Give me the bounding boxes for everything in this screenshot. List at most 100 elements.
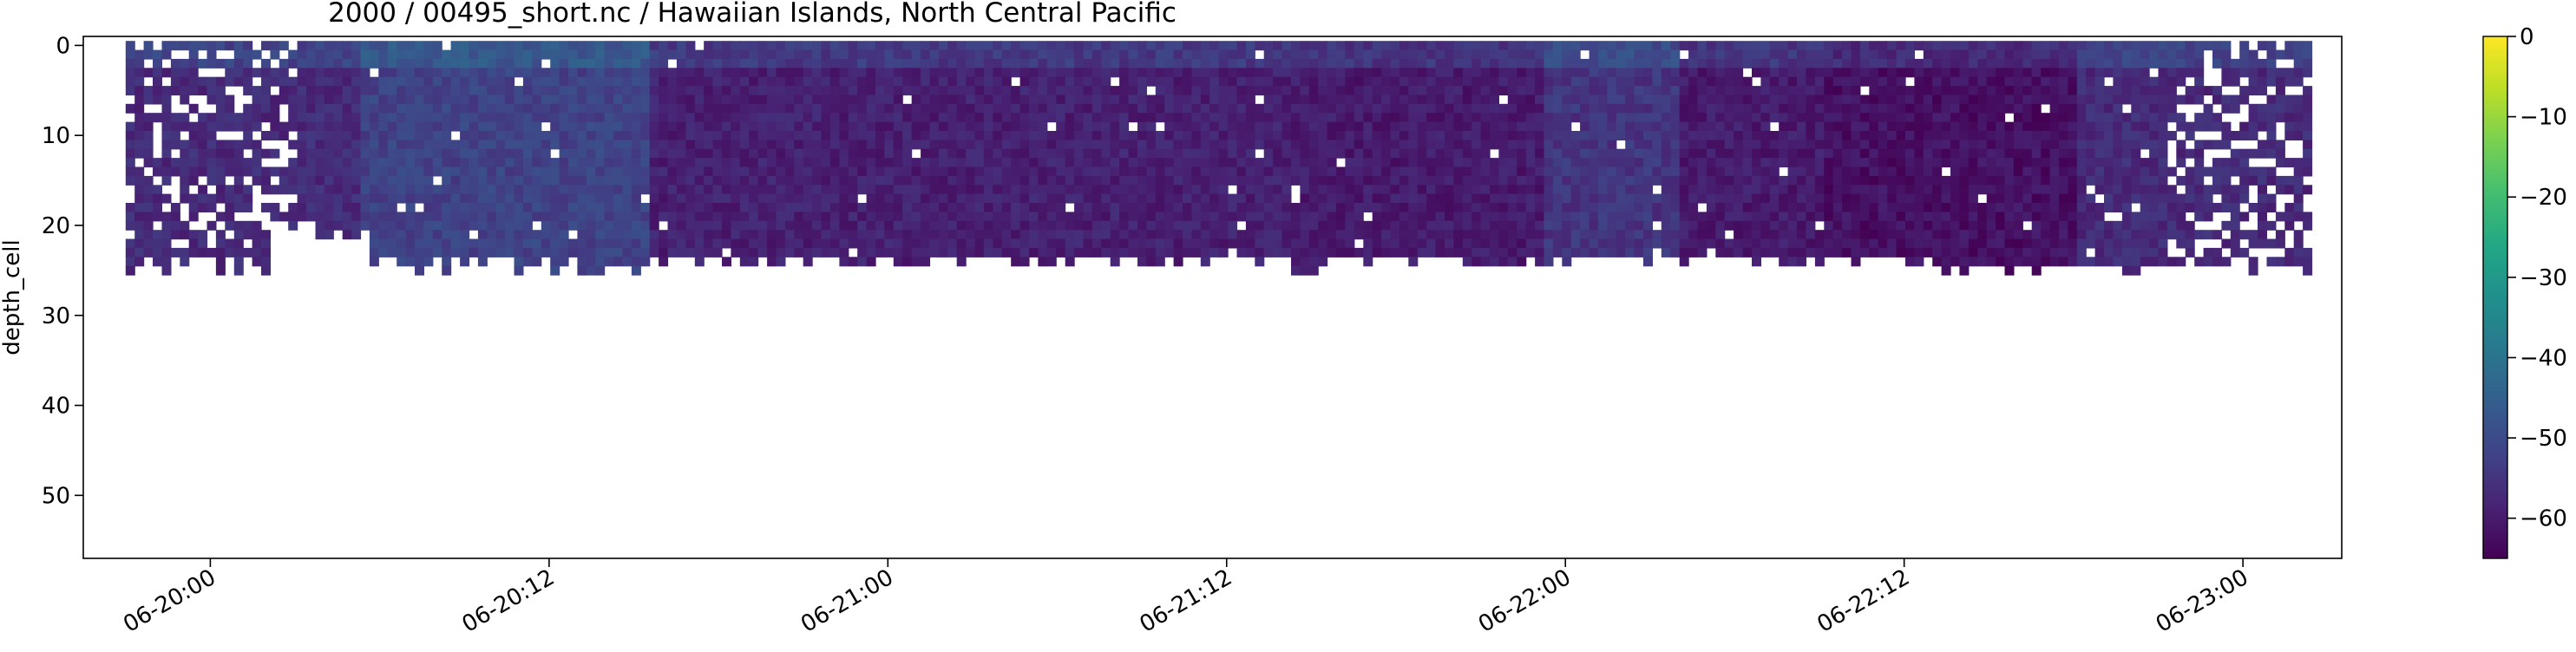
heat-cell: [1797, 113, 1806, 123]
heat-cell: [306, 185, 316, 195]
heat-cell: [324, 113, 334, 123]
heat-cell: [1390, 140, 1400, 150]
heat-cell: [1056, 95, 1066, 105]
heat-cell: [857, 230, 868, 240]
heat-cell: [1625, 212, 1635, 222]
heat-cell: [1760, 86, 1771, 96]
heat-cell: [956, 49, 967, 60]
heat-cell: [487, 166, 497, 177]
heat-cell: [1905, 121, 1915, 132]
heat-cell: [1218, 230, 1229, 240]
heat-cell: [1408, 121, 1419, 132]
heat-cell: [1263, 158, 1274, 168]
heat-cell: [1859, 166, 1870, 177]
heat-cell: [839, 140, 849, 150]
heat-cell: [1191, 230, 1202, 240]
heat-cell: [1472, 95, 1482, 105]
heat-cell: [1697, 212, 1708, 222]
heat-cell: [1552, 121, 1563, 132]
heat-cell: [712, 58, 723, 68]
heat-cell: [685, 58, 696, 68]
heat-cell: [1281, 95, 1292, 105]
heat-cell: [369, 185, 379, 195]
heat-cell: [1643, 41, 1653, 51]
heat-cell: [206, 247, 217, 258]
heat-cell: [233, 41, 244, 51]
heat-cell: [577, 41, 587, 51]
heat-cell: [1399, 220, 1409, 231]
heat-cell: [1183, 86, 1192, 96]
heat-cell: [1878, 68, 1888, 78]
heat-cell: [1580, 113, 1590, 123]
heat-cell: [712, 140, 723, 150]
heat-cell: [532, 140, 542, 150]
heat-cell: [460, 58, 470, 68]
heat-cell: [198, 193, 208, 204]
heat-cell: [902, 185, 913, 195]
heat-cell: [731, 58, 741, 68]
heat-cell: [1281, 113, 1292, 123]
heat-cell: [712, 175, 723, 186]
heat-cell: [1896, 76, 1906, 87]
heat-cell: [1598, 175, 1608, 186]
heat-cell: [848, 158, 858, 168]
heat-cell: [243, 68, 253, 78]
heat-cell: [188, 148, 199, 159]
heat-cell: [794, 113, 804, 123]
heat-cell: [1787, 257, 1798, 267]
heat-cell: [1779, 41, 1789, 51]
heat-cell: [1896, 140, 1906, 150]
heat-cell: [649, 131, 659, 140]
heat-cell: [613, 220, 624, 231]
heat-cell: [1245, 247, 1255, 258]
heat-cell: [1806, 230, 1816, 240]
heat-cell: [667, 166, 678, 177]
heat-cell: [143, 220, 154, 231]
heat-cell: [821, 175, 831, 186]
heat-cell: [378, 103, 389, 114]
heat-cell: [333, 41, 344, 51]
heat-cell: [450, 220, 461, 231]
heat-cell: [1191, 113, 1202, 123]
heat-cell: [1697, 131, 1708, 140]
heat-cell: [839, 68, 849, 78]
heat-cell: [288, 220, 298, 231]
heat-cell: [297, 41, 307, 51]
heat-cell: [821, 140, 831, 150]
heat-cell: [875, 185, 885, 195]
heat-cell: [1183, 58, 1192, 68]
heat-cell: [821, 230, 831, 240]
heat-cell: [1308, 148, 1319, 159]
heat-cell: [2004, 265, 2015, 276]
heat-cell: [1245, 58, 1255, 68]
heat-cell: [1019, 238, 1030, 249]
heat-cell: [532, 212, 542, 222]
heat-cell: [378, 68, 389, 78]
heat-cell: [252, 148, 262, 159]
heat-cell: [442, 247, 452, 258]
heat-cell: [893, 76, 903, 87]
heat-cell: [812, 148, 823, 159]
heat-cell: [1652, 95, 1662, 105]
heat-cell: [902, 103, 913, 114]
heat-cell: [821, 185, 831, 195]
heat-cell: [550, 193, 560, 204]
heat-cell: [1019, 103, 1030, 114]
heat-cell: [423, 212, 434, 222]
heat-cell: [1517, 158, 1527, 168]
heat-cell: [1752, 58, 1761, 68]
heat-cell: [1814, 131, 1825, 140]
heat-cell: [469, 76, 479, 87]
heat-cell: [1183, 113, 1192, 123]
heat-cell: [1760, 230, 1771, 240]
heat-cell: [1724, 68, 1734, 78]
heat-cell: [1697, 193, 1708, 204]
heat-cell: [1959, 41, 1970, 51]
heat-cell: [1110, 140, 1120, 150]
heat-cell: [450, 41, 461, 51]
heat-cell: [1824, 158, 1834, 168]
heat-cell: [1472, 68, 1482, 78]
heat-cell: [360, 175, 370, 186]
heat-cell: [1101, 58, 1111, 68]
heat-cell: [993, 148, 1003, 159]
